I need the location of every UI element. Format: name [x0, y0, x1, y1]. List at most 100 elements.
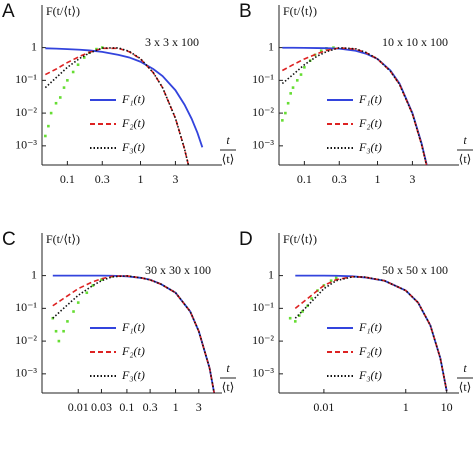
panel-letter: D: [239, 229, 253, 250]
plot-area: [281, 46, 428, 165]
annotation: 50 x 50 x 100: [382, 263, 448, 277]
point: [54, 329, 58, 333]
point: [334, 276, 338, 280]
point: [289, 92, 292, 95]
point: [329, 279, 333, 282]
plot-area: [44, 46, 204, 165]
x-tick-label: 0.1: [297, 172, 312, 186]
series-line: [52, 274, 216, 393]
legend-label: F₁(t): [358, 92, 382, 106]
legend-label: F₁(t): [121, 320, 145, 334]
point: [303, 66, 306, 69]
legend-label: F₂(t): [358, 344, 382, 358]
x-axis-label: t: [226, 361, 230, 375]
point: [295, 79, 299, 82]
x-tick-label: 0.3: [95, 172, 110, 186]
point: [82, 56, 86, 59]
x-tick-label: 0.3: [143, 400, 158, 414]
point: [62, 329, 65, 333]
x-tick-label: 0.1: [60, 172, 75, 186]
y-axis-label: F(t/⟨t⟩): [283, 4, 317, 18]
point: [310, 297, 313, 300]
y-tick-label: 1: [268, 267, 274, 281]
x-tick-label: 0.01: [313, 400, 334, 414]
point: [58, 96, 62, 99]
point: [293, 320, 297, 323]
point: [319, 49, 323, 53]
y-tick-label: 10⁻³: [15, 138, 37, 152]
point: [301, 310, 304, 313]
point: [47, 124, 50, 128]
panel-letter: C: [2, 229, 16, 250]
series-line: [45, 47, 204, 148]
x-tick-label: 0.1: [119, 400, 134, 414]
legend-label: F₂(t): [121, 344, 145, 358]
x-tick-label: 3: [409, 172, 415, 186]
point: [291, 86, 295, 89]
y-tick-label: 10⁻¹: [252, 300, 274, 314]
series-line: [281, 46, 428, 165]
point: [91, 284, 95, 287]
x-axis-label: t: [463, 361, 467, 375]
y-tick-label: 10⁻³: [15, 366, 37, 380]
panel-letter: A: [2, 1, 15, 22]
x-tick-label: 0.3: [332, 172, 347, 186]
panel: D F(t/⟨t⟩) 50 x 50 x 100 1 10⁻¹ 10⁻² 10⁻³ 0.01 1…: [239, 229, 473, 414]
y-tick-label: 1: [268, 39, 274, 53]
y-tick-label: 1: [31, 39, 37, 53]
point: [62, 86, 66, 89]
panel: B F(t/⟨t⟩) 10 x 10 x 100 1 10⁻¹ 10⁻² 10⁻³ 0.1 0.…: [239, 1, 473, 186]
plot-area: [288, 274, 448, 392]
point: [54, 101, 58, 105]
point: [299, 73, 303, 76]
legend-label: F₁(t): [121, 92, 145, 106]
annotation: 3 x 3 x 100: [145, 35, 199, 49]
series-line: [52, 275, 215, 393]
y-tick-label: 10⁻¹: [252, 72, 274, 86]
legend-label: F₂(t): [121, 116, 145, 130]
x-tick-label: 10: [441, 400, 453, 414]
legend-label: F₃(t): [358, 140, 382, 154]
x-axis-label: t: [226, 133, 230, 147]
y-tick-label: 10⁻²: [252, 105, 274, 119]
x-tick-label: 3: [172, 172, 178, 186]
point: [297, 314, 301, 317]
x-axis-label-denominator: ⟨t⟩: [459, 380, 472, 394]
point: [51, 316, 55, 320]
legend-label: F₂(t): [358, 116, 382, 130]
y-tick-label: 10⁻¹: [15, 72, 37, 86]
y-axis-label: F(t/⟨t⟩): [46, 4, 80, 18]
x-tick-label: 0.01: [68, 400, 89, 414]
point: [95, 47, 98, 51]
point: [57, 339, 61, 343]
panel-letter: B: [239, 1, 252, 22]
point: [44, 134, 47, 138]
point: [76, 63, 80, 67]
y-tick-label: 10⁻³: [252, 366, 274, 380]
legend-label: F₃(t): [121, 140, 145, 154]
series-line: [294, 275, 448, 392]
point: [85, 291, 89, 295]
y-tick-label: 10⁻²: [15, 105, 37, 119]
y-tick-label: 10⁻²: [252, 333, 274, 347]
point: [284, 111, 287, 115]
x-tick-label: 1: [375, 172, 381, 186]
x-axis-label-denominator: ⟨t⟩: [222, 152, 235, 166]
point: [71, 70, 75, 74]
series-line: [44, 47, 190, 165]
x-tick-label: 1: [403, 400, 409, 414]
legend-label: F₁(t): [358, 320, 382, 334]
y-tick-label: 10⁻²: [15, 333, 37, 347]
x-tick-label: 1: [173, 400, 179, 414]
x-tick-label: 0.03: [91, 400, 112, 414]
point: [49, 111, 53, 115]
point: [76, 301, 80, 304]
point: [66, 79, 69, 82]
annotation: 30 x 30 x 100: [145, 263, 211, 277]
point: [286, 101, 290, 105]
point: [66, 320, 69, 323]
x-axis-label: t: [463, 133, 467, 147]
panel: A F(t/⟨t⟩) 3 x 3 x 100 1 10⁻¹ 10⁻² 10⁻³ 0.1 0.3 1…: [2, 1, 236, 186]
